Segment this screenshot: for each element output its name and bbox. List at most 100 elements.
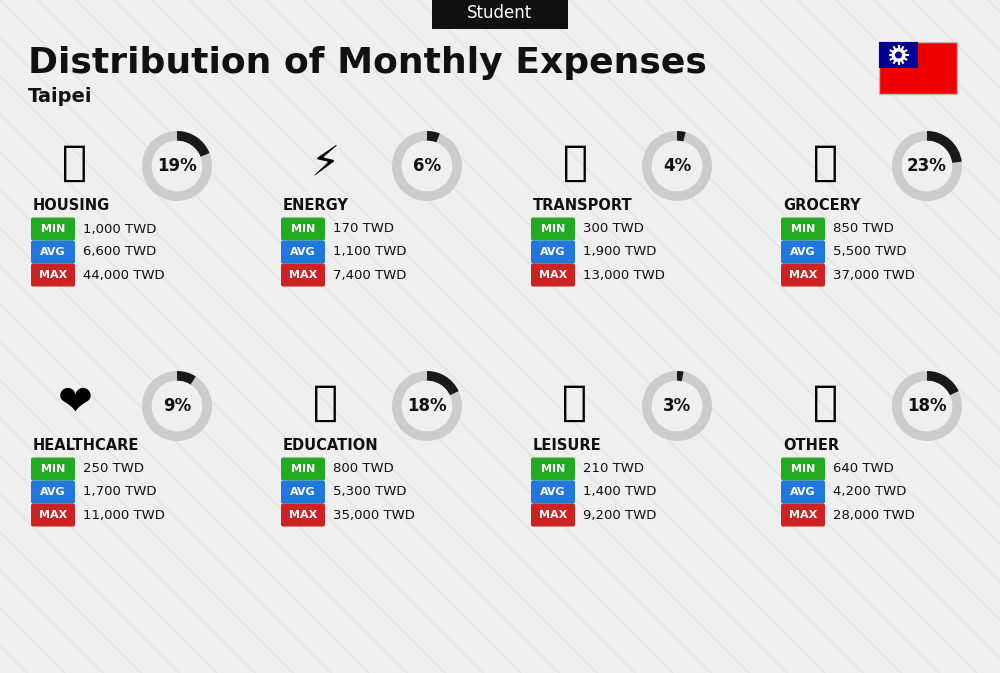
Text: MAX: MAX (289, 270, 317, 280)
Text: MAX: MAX (539, 270, 567, 280)
Wedge shape (642, 371, 712, 441)
FancyBboxPatch shape (781, 481, 825, 503)
Text: 🏗️: 🏗️ (62, 142, 88, 184)
Text: 6%: 6% (413, 157, 441, 175)
Text: MIN: MIN (41, 224, 65, 234)
Text: MAX: MAX (39, 510, 67, 520)
Text: MAX: MAX (789, 270, 817, 280)
FancyBboxPatch shape (31, 481, 75, 503)
Text: Student: Student (467, 4, 533, 22)
Circle shape (402, 141, 452, 191)
Text: 1,700 TWD: 1,700 TWD (83, 485, 156, 499)
Text: EDUCATION: EDUCATION (283, 439, 379, 454)
Text: 250 TWD: 250 TWD (83, 462, 144, 476)
Text: 44,000 TWD: 44,000 TWD (83, 269, 165, 281)
Text: OTHER: OTHER (783, 439, 839, 454)
FancyBboxPatch shape (531, 240, 575, 264)
Text: 4%: 4% (663, 157, 691, 175)
Wedge shape (392, 131, 462, 201)
Text: 18%: 18% (907, 397, 947, 415)
Text: 5,500 TWD: 5,500 TWD (833, 246, 906, 258)
Text: 37,000 TWD: 37,000 TWD (833, 269, 915, 281)
FancyBboxPatch shape (281, 458, 325, 481)
FancyBboxPatch shape (281, 264, 325, 287)
Text: MIN: MIN (291, 464, 315, 474)
Circle shape (652, 381, 702, 431)
Wedge shape (142, 371, 212, 441)
FancyBboxPatch shape (531, 458, 575, 481)
Text: MAX: MAX (539, 510, 567, 520)
FancyBboxPatch shape (31, 264, 75, 287)
Text: 1,000 TWD: 1,000 TWD (83, 223, 156, 236)
FancyBboxPatch shape (281, 240, 325, 264)
Text: 1,400 TWD: 1,400 TWD (583, 485, 656, 499)
Text: 35,000 TWD: 35,000 TWD (333, 509, 415, 522)
Text: AVG: AVG (290, 247, 316, 257)
FancyBboxPatch shape (31, 458, 75, 481)
Text: 300 TWD: 300 TWD (583, 223, 644, 236)
Text: 4,200 TWD: 4,200 TWD (833, 485, 906, 499)
Text: TRANSPORT: TRANSPORT (533, 199, 633, 213)
FancyBboxPatch shape (531, 264, 575, 287)
Circle shape (902, 381, 952, 431)
Circle shape (652, 141, 702, 191)
Text: AVG: AVG (790, 247, 816, 257)
Text: MIN: MIN (541, 224, 565, 234)
FancyBboxPatch shape (281, 503, 325, 526)
Circle shape (152, 381, 202, 431)
FancyBboxPatch shape (781, 217, 825, 240)
Text: 1,900 TWD: 1,900 TWD (583, 246, 656, 258)
Text: 🛍️: 🛍️ (562, 382, 588, 424)
Wedge shape (642, 131, 712, 201)
Text: Distribution of Monthly Expenses: Distribution of Monthly Expenses (28, 46, 707, 80)
Text: 28,000 TWD: 28,000 TWD (833, 509, 915, 522)
Text: ⚡: ⚡ (310, 142, 340, 184)
Text: 9,200 TWD: 9,200 TWD (583, 509, 656, 522)
Wedge shape (892, 371, 962, 441)
FancyBboxPatch shape (531, 481, 575, 503)
Text: MIN: MIN (291, 224, 315, 234)
FancyBboxPatch shape (432, 0, 568, 29)
Text: AVG: AVG (290, 487, 316, 497)
Text: 3%: 3% (663, 397, 691, 415)
Text: 640 TWD: 640 TWD (833, 462, 894, 476)
FancyBboxPatch shape (31, 217, 75, 240)
Wedge shape (427, 371, 459, 395)
Text: 9%: 9% (163, 397, 191, 415)
Text: Taipei: Taipei (28, 87, 92, 106)
Text: 6,600 TWD: 6,600 TWD (83, 246, 156, 258)
Text: LEISURE: LEISURE (533, 439, 602, 454)
FancyBboxPatch shape (531, 503, 575, 526)
Text: 18%: 18% (407, 397, 447, 415)
Wedge shape (677, 131, 686, 141)
Text: MAX: MAX (289, 510, 317, 520)
Circle shape (152, 141, 202, 191)
Text: 23%: 23% (907, 157, 947, 175)
Text: 🚌: 🚌 (562, 142, 588, 184)
Text: MIN: MIN (791, 464, 815, 474)
Text: 800 TWD: 800 TWD (333, 462, 394, 476)
Circle shape (402, 381, 452, 431)
Wedge shape (927, 131, 962, 163)
FancyBboxPatch shape (31, 503, 75, 526)
Text: AVG: AVG (40, 247, 66, 257)
Text: MAX: MAX (39, 270, 67, 280)
Text: 💰: 💰 (812, 382, 838, 424)
Text: AVG: AVG (40, 487, 66, 497)
FancyBboxPatch shape (879, 42, 918, 68)
Text: HOUSING: HOUSING (33, 199, 110, 213)
Wedge shape (177, 371, 196, 385)
Wedge shape (927, 371, 959, 395)
Wedge shape (177, 131, 210, 157)
Wedge shape (392, 371, 462, 441)
Wedge shape (142, 131, 212, 201)
Text: AVG: AVG (790, 487, 816, 497)
Text: MIN: MIN (41, 464, 65, 474)
Text: 170 TWD: 170 TWD (333, 223, 394, 236)
FancyBboxPatch shape (781, 458, 825, 481)
Circle shape (892, 48, 906, 62)
FancyBboxPatch shape (531, 217, 575, 240)
Text: 11,000 TWD: 11,000 TWD (83, 509, 165, 522)
Text: 🎓: 🎓 (312, 382, 338, 424)
Text: MIN: MIN (541, 464, 565, 474)
